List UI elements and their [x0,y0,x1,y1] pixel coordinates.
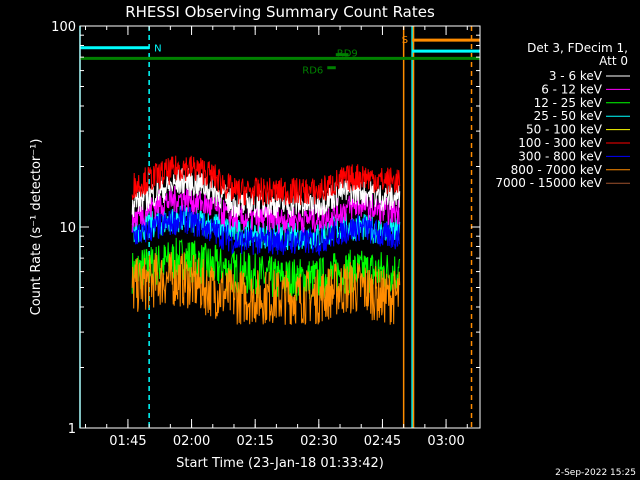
flag-label-rd6: RD6 [302,66,323,77]
flag-label-rd9: RD9 [337,49,358,60]
series-line-6-12 [131,185,400,235]
flag-label-s: S [402,35,408,46]
legend-label-7: 800 - 7000 keV [511,163,603,177]
legend-label-1: 6 - 12 keV [541,82,603,96]
series-line-800-7000 [131,252,401,325]
legend-label-4: 50 - 100 keV [526,123,603,137]
legend-label-0: 3 - 6 keV [549,69,603,83]
legend-title-0: Det 3, FDecim 1, [527,41,628,55]
x-tick-label-4: 02:45 [364,434,401,449]
series-line-300-800 [131,205,401,257]
legend-label-6: 300 - 800 keV [518,149,602,163]
plot-marks: N S RD9 RD6 [79,26,480,428]
x-axis-label: Start Time (23-Jan-18 01:33:42) [176,456,384,471]
legend-label-3: 25 - 50 keV [534,109,603,123]
axes: 01:45 02:00 02:15 02:30 02:45 03:00 1 10 100 [51,20,480,449]
x-tick-label-3: 02:30 [300,434,337,449]
legend-title-1: Att 0 [599,54,628,68]
y-axis-label: Count Rate (s⁻¹ detector⁻¹) [29,139,44,316]
x-tick-label-2: 02:15 [236,434,273,449]
chart-title: RHESSI Observing Summary Count Rates [125,3,435,21]
x-tick-label-1: 02:00 [173,434,210,449]
legend-label-2: 12 - 25 keV [534,96,603,110]
y-tick-label-0: 1 [68,422,76,437]
legend-label-8: 7000 - 15000 keV [495,176,602,190]
legend-label-5: 100 - 300 keV [518,136,602,150]
x-tick-label-5: 03:00 [427,434,464,449]
y-tick-label-2: 100 [51,20,76,35]
x-tick-label-0: 01:45 [109,434,146,449]
footer-timestamp: 2-Sep-2022 15:25 [555,468,636,478]
flag-label-n: N [154,44,161,55]
y-tick-label-1: 10 [59,221,76,236]
series-line-100-300 [131,155,401,206]
